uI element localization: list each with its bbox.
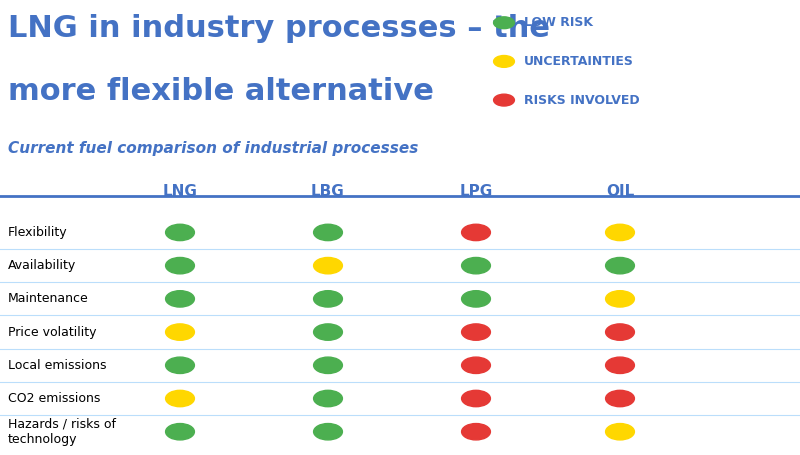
- Text: UNCERTAINTIES: UNCERTAINTIES: [524, 55, 634, 68]
- Text: LBG: LBG: [311, 184, 345, 199]
- Text: CO2 emissions: CO2 emissions: [8, 392, 100, 405]
- Text: Availability: Availability: [8, 259, 76, 272]
- Text: OIL: OIL: [606, 184, 634, 199]
- Text: more flexible alternative: more flexible alternative: [8, 77, 434, 106]
- Text: Current fuel comparison of industrial processes: Current fuel comparison of industrial pr…: [8, 141, 418, 156]
- Text: Flexibility: Flexibility: [8, 226, 68, 239]
- Text: Local emissions: Local emissions: [8, 359, 106, 372]
- Text: Hazards / risks of
technology: Hazards / risks of technology: [8, 417, 116, 446]
- Text: Price volatility: Price volatility: [8, 326, 97, 339]
- Text: LNG: LNG: [162, 184, 198, 199]
- Text: RISKS INVOLVED: RISKS INVOLVED: [524, 94, 640, 106]
- Text: LPG: LPG: [459, 184, 493, 199]
- Text: Maintenance: Maintenance: [8, 293, 89, 305]
- Text: LNG in industry processes – the: LNG in industry processes – the: [8, 14, 550, 43]
- Text: LOW RISK: LOW RISK: [524, 16, 593, 29]
